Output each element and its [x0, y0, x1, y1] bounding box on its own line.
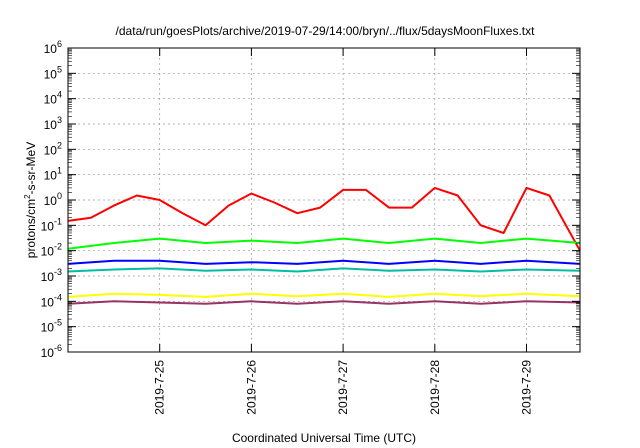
- chart-title: /data/run/goesPlots/archive/2019-07-29/1…: [116, 24, 536, 38]
- y-tick-label: 104: [44, 90, 62, 107]
- y-tick-label: 100: [44, 191, 62, 208]
- y-tick-label: 102: [44, 140, 62, 157]
- x-tick-label: 2019-7-29: [520, 360, 534, 415]
- x-tick-label: 2019-7-25: [153, 360, 167, 415]
- series-line-1: [67, 237, 581, 250]
- y-axis-label-unit: -s-sr-MeV: [24, 142, 38, 195]
- y-tick-label: 103: [44, 115, 62, 132]
- x-axis-label: Coordinated Universal Time (UTC): [232, 431, 416, 445]
- y-tick-label: 10-5: [41, 318, 62, 335]
- grid: [68, 48, 580, 352]
- y-tick-label: 106: [44, 39, 62, 56]
- y-tick-label: 10-2: [41, 242, 62, 259]
- y-tick-label: 101: [44, 166, 62, 183]
- y-tick-label: 10-6: [41, 343, 62, 360]
- y-tick-label: 10-3: [41, 267, 62, 284]
- x-tick-label: 2019-7-27: [336, 360, 350, 415]
- x-tick-label: 2019-7-26: [244, 360, 258, 415]
- y-tick-label: 105: [44, 64, 62, 81]
- series-line-4: [67, 292, 581, 298]
- y-axis-label: protons/cm2-s-sr-MeV: [23, 142, 38, 258]
- ticks: 10-6 10-5 10-4 10-3 10-2 10-1 100 101 102 103 104 1…: [41, 39, 580, 415]
- y-tick-label: 10-4: [41, 292, 62, 309]
- series-line-3: [67, 267, 581, 273]
- series-layer: [67, 186, 581, 305]
- x-tick-label: 2019-7-28: [428, 360, 442, 415]
- y-axis-label-main: protons/cm: [24, 199, 38, 258]
- plot-frame: [67, 47, 581, 353]
- series-line-2: [67, 259, 581, 265]
- series-line-0: [67, 186, 581, 252]
- series-line-5: [67, 300, 581, 305]
- y-axis-label-sup: 2: [23, 194, 32, 199]
- y-tick-label: 10-1: [41, 216, 62, 233]
